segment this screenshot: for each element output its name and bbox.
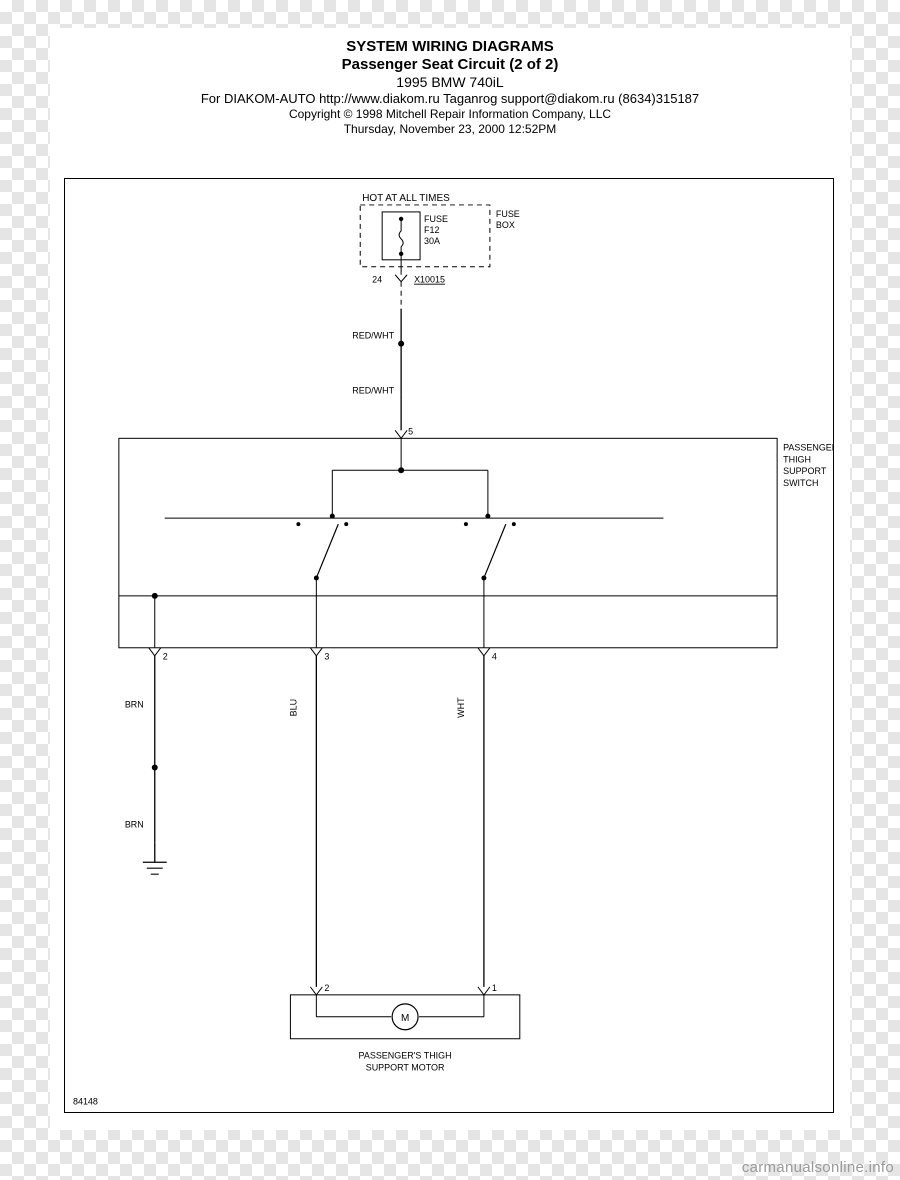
wht-label: WHT: [456, 697, 466, 718]
wire-red2-label: RED/WHT: [352, 385, 394, 395]
chevron-pin5: [395, 430, 407, 438]
copyright-line: Copyright © 1998 Mitchell Repair Informa…: [50, 107, 850, 122]
title-sub: Passenger Seat Circuit (2 of 2): [50, 56, 850, 74]
pin5: 5: [408, 426, 413, 436]
chev-pin1: [478, 987, 490, 995]
sw-contact-l2: [344, 522, 348, 526]
fuse-amp: 30A: [424, 236, 440, 246]
connX: X10015: [414, 275, 445, 285]
sw-wiper-r: [484, 524, 506, 578]
wire-red1-label: RED/WHT: [352, 331, 394, 341]
document-page: SYSTEM WIRING DIAGRAMS Passenger Seat Ci…: [50, 28, 850, 1130]
fuse-box-label-1: FUSE: [496, 209, 520, 219]
switch-label-1: PASSENGER'S: [783, 442, 833, 452]
fuse-label: FUSE: [424, 214, 448, 224]
fuse-box-label-2: BOX: [496, 220, 515, 230]
brn2-label: BRN: [125, 819, 144, 829]
wiring-diagram: HOT AT ALL TIMES FUSE F12 30A FUSE BOX 2…: [65, 179, 833, 1112]
chev-pin4: [478, 648, 490, 656]
switch-label-4: SWITCH: [783, 478, 818, 488]
sw-contact-r2: [512, 522, 516, 526]
chev-pin3: [310, 648, 322, 656]
brn1-label: BRN: [125, 700, 144, 710]
sw-contact-l1: [296, 522, 300, 526]
sw-contact-r1: [464, 522, 468, 526]
hot-label: HOT AT ALL TIMES: [362, 193, 450, 204]
pin2b: 2: [324, 983, 329, 993]
diagram-frame: HOT AT ALL TIMES FUSE F12 30A FUSE BOX 2…: [64, 178, 834, 1113]
pin1: 1: [492, 983, 497, 993]
fuse-id: F12: [424, 225, 439, 235]
connector-chevron-top: [395, 275, 407, 282]
switch-label-3: SUPPORT: [783, 466, 827, 476]
conn24: 24: [372, 275, 382, 285]
vehicle-line: 1995 BMW 740iL: [50, 74, 850, 91]
motor-label-2: SUPPORT MOTOR: [366, 1063, 445, 1073]
page-header: SYSTEM WIRING DIAGRAMS Passenger Seat Ci…: [50, 38, 850, 137]
timestamp-line: Thursday, November 23, 2000 12:52PM: [50, 122, 850, 137]
motor-label-1: PASSENGER'S THIGH: [359, 1051, 452, 1061]
doc-id: 84148: [73, 1097, 98, 1107]
pin3: 3: [324, 652, 329, 662]
watermark: carmanualsonline.info: [742, 1159, 894, 1176]
source-line: For DIAKOM-AUTO http://www.diakom.ru Tag…: [50, 91, 850, 107]
blu-label: BLU: [288, 699, 298, 716]
title-main: SYSTEM WIRING DIAGRAMS: [50, 38, 850, 56]
switch-label-2: THIGH: [783, 454, 811, 464]
chev-pin2a: [149, 648, 161, 656]
pin4: 4: [492, 652, 497, 662]
chev-pin2b: [310, 987, 322, 995]
fuse-bot-dot: [399, 252, 403, 256]
pin2a: 2: [163, 652, 168, 662]
motor-M: M: [401, 1013, 409, 1024]
sw-wiper-l: [316, 524, 338, 578]
